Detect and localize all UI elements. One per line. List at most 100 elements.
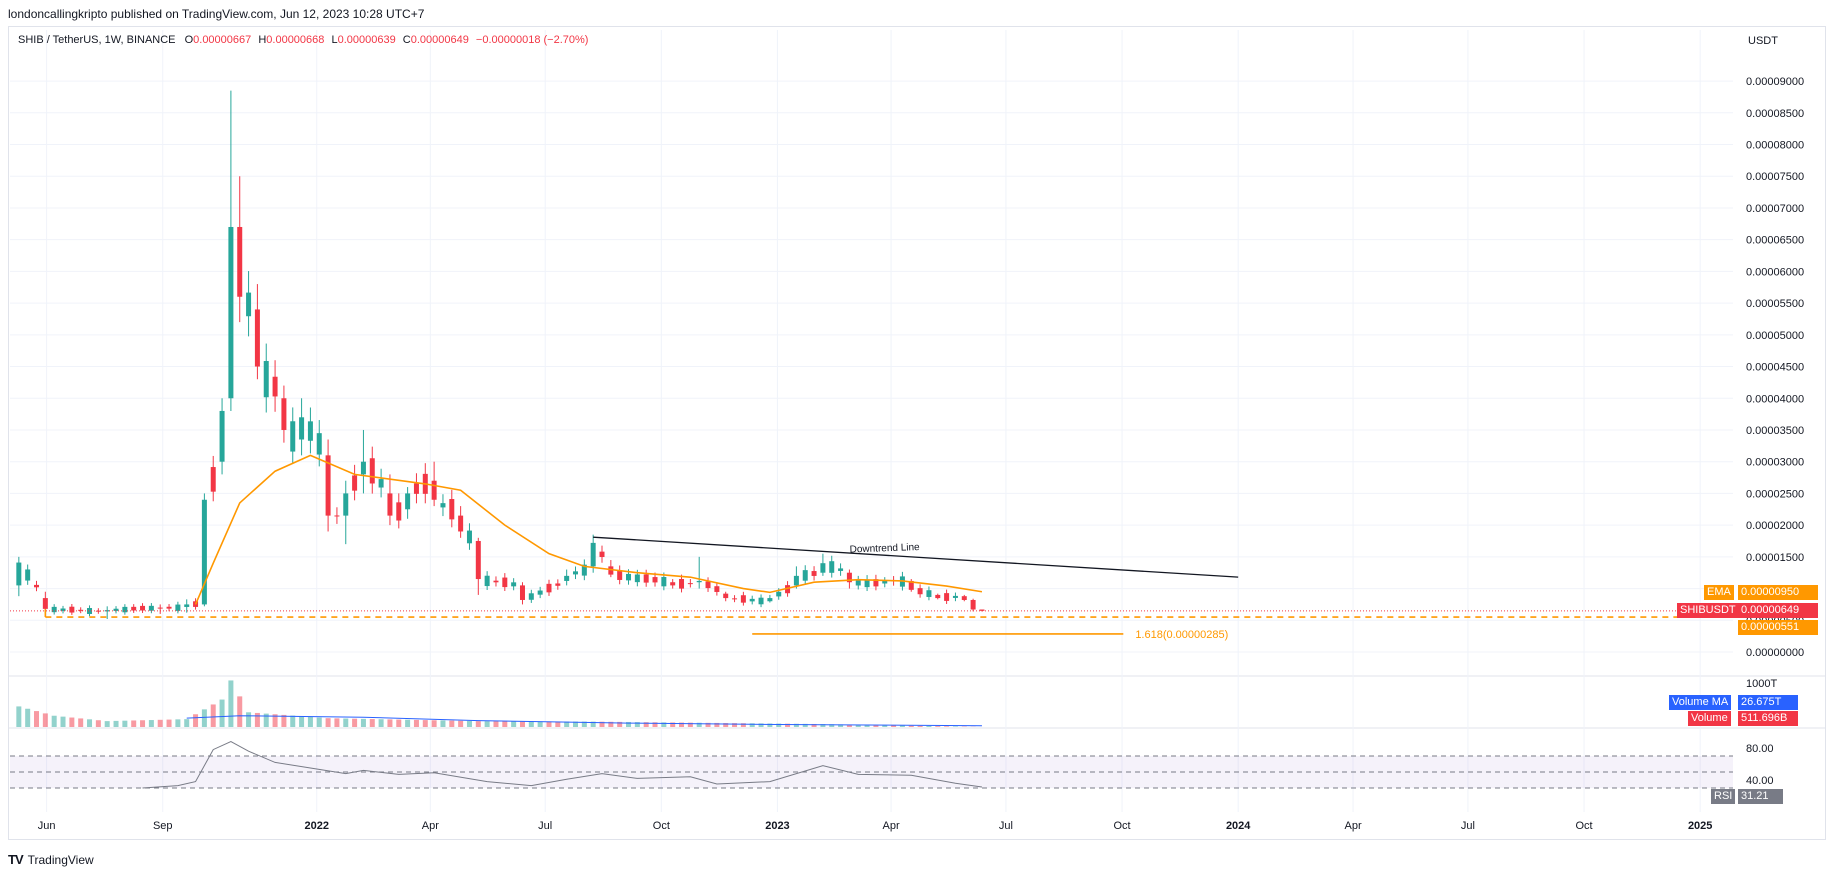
last-price-tag-label: SHIBUSDT (1677, 603, 1739, 618)
rsi-band-fill (10, 756, 1733, 788)
chart-frame (8, 26, 1826, 840)
volume-bar (537, 721, 543, 727)
volume-bar (42, 713, 48, 727)
volume-bar (519, 721, 525, 727)
symbol-name[interactable]: SHIB / TetherUS, 1W, BINANCE (18, 34, 176, 46)
volume-bar (131, 720, 137, 727)
candle-body (175, 604, 181, 611)
volume-bar (661, 722, 667, 727)
time-tick-label: Jul (1461, 820, 1475, 832)
volume-bar (184, 719, 190, 727)
volume-tag-label: Volume (1688, 711, 1731, 726)
time-tick-label: 2023 (765, 820, 789, 832)
candle-body (458, 515, 464, 532)
candle-body (652, 577, 658, 583)
candle-body (493, 580, 499, 583)
candle-body (740, 595, 746, 603)
candle-body (246, 292, 252, 317)
volume-bar (590, 721, 596, 727)
volume-bar (193, 714, 199, 727)
time-tick-label: Apr (883, 820, 900, 832)
volume-bar (113, 720, 119, 727)
volume-bar (343, 718, 349, 727)
volume-bar (820, 724, 826, 727)
publisher-line: londoncallingkripto published on Trading… (8, 7, 425, 21)
candle-body (272, 376, 278, 397)
candle-body (846, 572, 852, 583)
volume-bar (254, 712, 260, 727)
candle-body (793, 575, 799, 586)
volume-bar (290, 715, 296, 727)
volume-bar (723, 723, 729, 727)
volume-bar (740, 723, 746, 727)
candle-body (767, 598, 773, 602)
volume-bar (687, 722, 693, 727)
candle-body (263, 361, 269, 398)
volume-bar (34, 711, 40, 727)
volume-bar (758, 723, 764, 727)
volume-bar (51, 715, 57, 727)
downtrend-line (593, 536, 1239, 578)
ema-curve (194, 454, 983, 605)
volume-bar (378, 719, 384, 727)
rsi-tick-label: 80.00 (1746, 743, 1774, 755)
volume-bar (422, 720, 428, 727)
candle-body (785, 585, 791, 594)
volume-bar (175, 719, 181, 727)
volume-bar (546, 721, 552, 727)
volume-bar (732, 723, 738, 727)
candle-body (714, 586, 720, 592)
volume-bar (882, 725, 888, 727)
volume-bar (696, 722, 702, 727)
candle-body (617, 570, 623, 580)
volume-bar (793, 723, 799, 727)
volume-bar (493, 721, 499, 727)
volume-bar (502, 721, 508, 727)
support-tag-value: 0.00000551 (1738, 620, 1818, 635)
time-tick-label: Apr (1344, 820, 1361, 832)
volume-bar (599, 721, 605, 727)
volume-pane (16, 680, 985, 727)
price-tick-label: 0.00003500 (1746, 425, 1804, 437)
candle-body (970, 599, 976, 610)
time-tick-label: 2022 (304, 820, 328, 832)
time-tick-label: Oct (1575, 820, 1592, 832)
candle-body (811, 571, 817, 576)
candle-body (95, 610, 101, 612)
volume-bar (325, 718, 331, 727)
candle-body (228, 226, 234, 399)
volume-bar (140, 720, 146, 727)
volume-ma-tag-value: 26.675T (1738, 695, 1798, 710)
volume-bar (776, 723, 782, 727)
price-axis-unit: USDT (1748, 35, 1778, 47)
candle-body (979, 609, 985, 611)
volume-bar (334, 718, 340, 727)
volume-bar (802, 723, 808, 727)
price-tick-label: 0.00009000 (1746, 76, 1804, 88)
volume-bar (475, 721, 481, 727)
volume-bar (201, 709, 207, 727)
candle-body (352, 475, 358, 491)
candle-body (634, 574, 640, 583)
candle-body (60, 608, 66, 611)
candle-body (528, 593, 534, 600)
volume-bar (148, 720, 154, 727)
candle-body (201, 499, 207, 605)
candle-body (299, 417, 305, 440)
candle-body (546, 583, 552, 593)
candle-body (281, 398, 287, 430)
footer-brand[interactable]: TradingView (27, 852, 94, 867)
low-label: L (331, 34, 338, 46)
candle-body (237, 226, 243, 297)
price-tick-label: 0.00002500 (1746, 488, 1804, 500)
volume-bar (855, 724, 861, 727)
candle-body (104, 610, 110, 612)
volume-bar (352, 718, 358, 727)
volume-bar (16, 706, 22, 727)
drawn-lines: Downtrend Line 1.618(0.00000285) (10, 536, 1733, 641)
candle-body (360, 461, 366, 475)
high-value: 0.00000668 (266, 34, 325, 46)
grid-lines (8, 30, 1826, 812)
volume-bar (705, 722, 711, 727)
